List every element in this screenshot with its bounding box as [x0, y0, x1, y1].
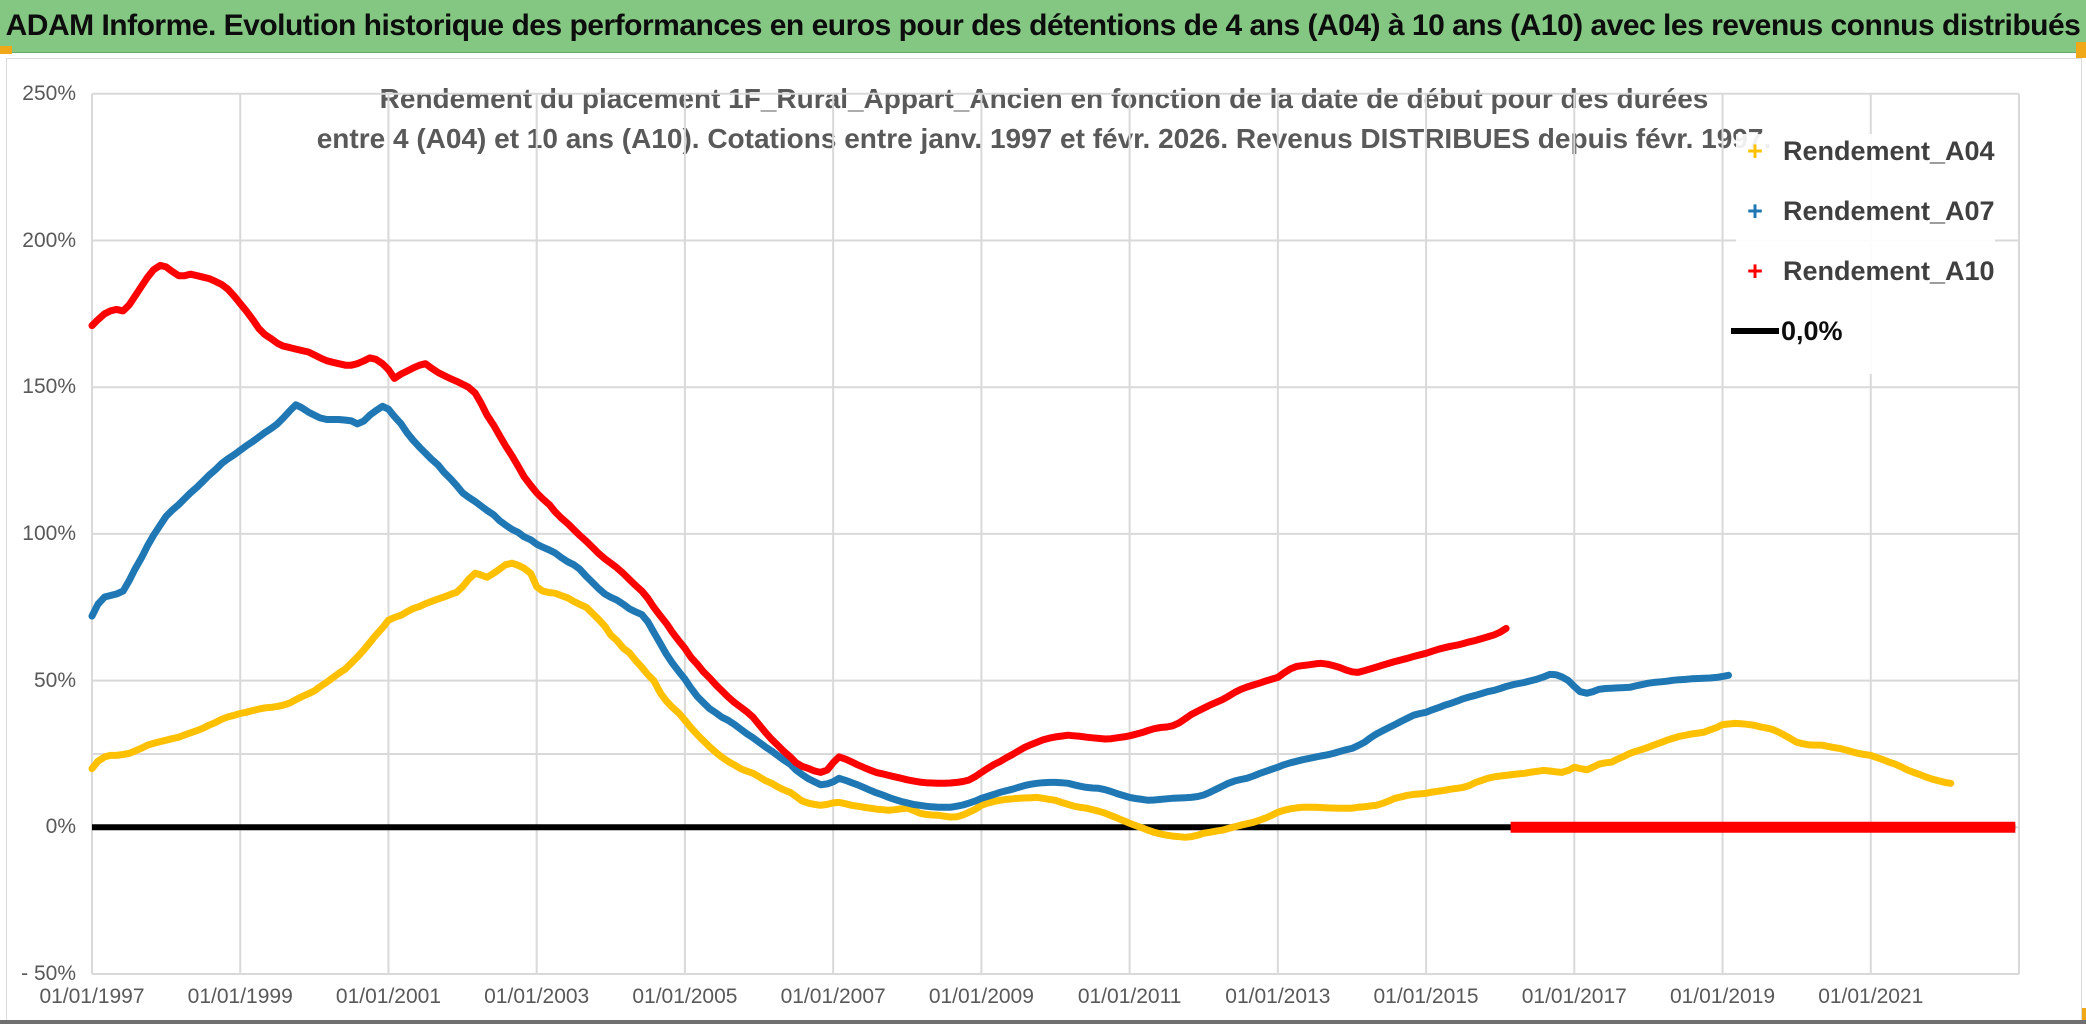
legend-item-zero[interactable]: 0,0%: [1731, 314, 1995, 348]
chart-title-line2: entre 4 (A04) et 10 ans (A10). Cotations…: [316, 123, 1772, 154]
legend-plus-marker-icon: +: [1747, 256, 1763, 286]
chart-legend[interactable]: + Rendement_A04 + Rendement_A07 + Rendement_A…: [1731, 134, 1995, 374]
x-tick-label-2013: 01/01/2013: [1225, 985, 1331, 1008]
series-rendement_a04-line: [88, 559, 1955, 841]
x-tick-label-2003: 01/01/2003: [484, 985, 590, 1008]
y-tick-label-100: 100%: [22, 521, 76, 545]
legend-item-a10[interactable]: + Rendement_A10: [1736, 254, 1995, 288]
y-tick-label--50: - 50%: [21, 962, 76, 985]
series-rendement_a07-line: [88, 401, 1732, 811]
sheet-title-text: ADAM Informe. Evolution historique des p…: [5, 9, 2081, 42]
selection-corner-mark-top-right: [2076, 42, 2086, 58]
x-tick-label-2017: 01/01/2017: [1521, 985, 1627, 1008]
y-tick-label-50: 50%: [33, 668, 76, 692]
selection-corner-mark-top-left: [0, 46, 12, 54]
legend-label-a04: Rendement_A04: [1783, 135, 1995, 166]
legend-item-a04[interactable]: + Rendement_A04: [1736, 134, 1995, 168]
sheet-bottom-border: [0, 1020, 2086, 1024]
legend-label-zero: 0,0%: [1781, 315, 1843, 346]
y-tick-label-250: 250%: [22, 81, 76, 105]
legend-label-a07: Rendement_A07: [1783, 195, 1995, 226]
x-tick-label-2011: 01/01/2011: [1077, 985, 1182, 1008]
x-tick-label-2021: 01/01/2021: [1818, 985, 1924, 1008]
series-rendement_a10-line: [88, 261, 1510, 787]
y-tick-label-0: 0%: [45, 815, 76, 839]
x-tick-label-2015: 01/01/2015: [1373, 985, 1479, 1008]
legend-plus-marker-icon: +: [1747, 196, 1763, 226]
x-tick-label-2005: 01/01/2005: [632, 985, 738, 1008]
y-tick-label-150: 150%: [22, 375, 76, 399]
legend-label-a10: Rendement_A10: [1783, 255, 1995, 286]
legend-item-a07[interactable]: + Rendement_A07: [1736, 194, 1995, 228]
x-tick-label-1997: 01/01/1997: [39, 985, 145, 1008]
x-tick-label-2001: 01/01/2001: [335, 985, 441, 1008]
chart-title: Rendement du placement 1F_Rural_Appart_A…: [7, 79, 2081, 159]
x-tick-label-2019: 01/01/2019: [1669, 985, 1776, 1008]
legend-plus-marker-icon: +: [1747, 136, 1763, 166]
y-tick-label-200: 200%: [22, 228, 76, 252]
x-tick-label-2007: 01/01/2007: [780, 985, 886, 1008]
x-tick-label-2009: 01/01/2009: [928, 985, 1034, 1008]
sheet-title-banner: ADAM Informe. Evolution historique des p…: [0, 0, 2086, 53]
x-tick-label-1999: 01/01/1999: [187, 985, 293, 1008]
chart-title-line1: Rendement du placement 1F_Rural_Appart_A…: [379, 83, 1709, 114]
legend-line-swatch: [1731, 328, 1779, 334]
